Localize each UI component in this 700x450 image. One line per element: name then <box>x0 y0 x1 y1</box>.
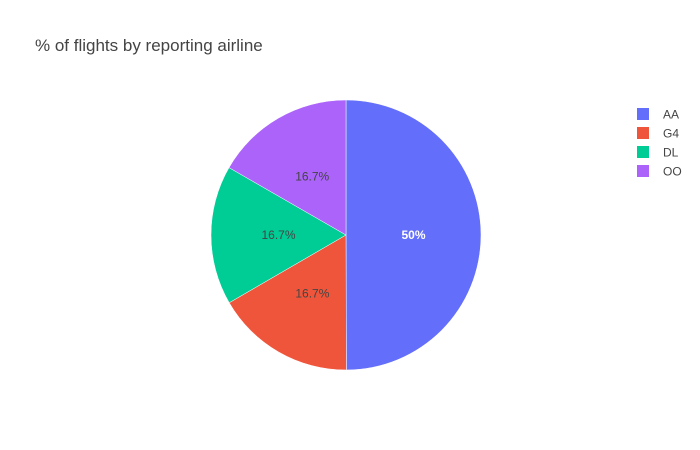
pie-slice-g4[interactable] <box>228 234 347 371</box>
slice-label-dl: 16.7% <box>261 228 295 242</box>
legend-swatch <box>637 165 649 177</box>
pie-slice-aa[interactable] <box>345 99 482 371</box>
slice-label-oo: 16.7% <box>295 170 329 184</box>
legend-label: DL <box>663 146 679 160</box>
slice-label-g4: 16.7% <box>295 287 329 301</box>
legend-item-dl[interactable]: DL <box>637 146 679 160</box>
legend-label: OO <box>663 165 682 179</box>
chart-title: % of flights by reporting airline <box>35 36 263 55</box>
legend-item-g4[interactable]: G4 <box>637 127 679 141</box>
legend-swatch <box>637 146 649 158</box>
slice-label-aa: 50% <box>401 228 425 242</box>
pie-slice-dl[interactable] <box>210 167 347 304</box>
legend-swatch <box>637 108 649 120</box>
legend-item-oo[interactable]: OO <box>637 165 682 179</box>
legend: AA G4 DL OO <box>637 108 682 179</box>
pie-slice-oo[interactable] <box>228 99 347 236</box>
legend-label: G4 <box>663 127 679 141</box>
legend-item-aa[interactable]: AA <box>637 108 679 122</box>
pie-plot-area: 50% 16.7% 16.7% 16.7% <box>210 99 482 371</box>
legend-label: AA <box>663 108 679 122</box>
legend-swatch <box>637 127 649 139</box>
